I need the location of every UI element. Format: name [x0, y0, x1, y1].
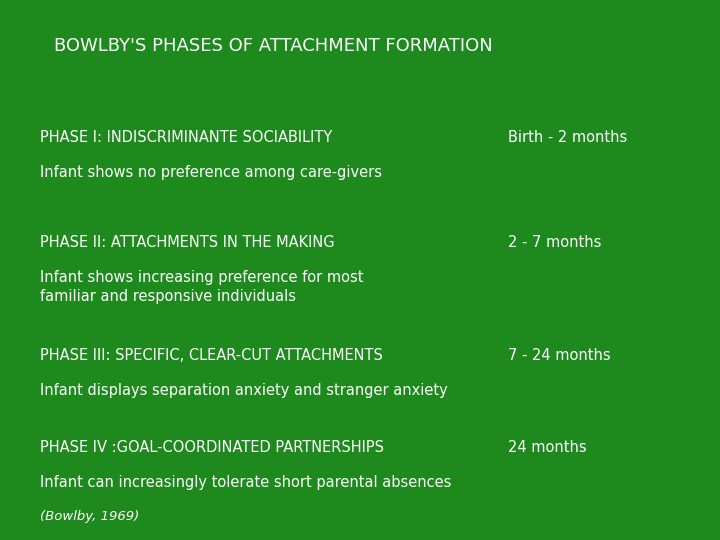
Text: PHASE III: SPECIFIC, CLEAR-CUT ATTACHMENTS: PHASE III: SPECIFIC, CLEAR-CUT ATTACHMEN…	[40, 348, 382, 363]
Text: 24 months: 24 months	[508, 440, 586, 455]
Text: PHASE IV :GOAL-COORDINATED PARTNERSHIPS: PHASE IV :GOAL-COORDINATED PARTNERSHIPS	[40, 440, 384, 455]
Text: Infant shows increasing preference for most
familiar and responsive individuals: Infant shows increasing preference for m…	[40, 270, 363, 303]
Text: Birth - 2 months: Birth - 2 months	[508, 130, 627, 145]
Text: PHASE II: ATTACHMENTS IN THE MAKING: PHASE II: ATTACHMENTS IN THE MAKING	[40, 235, 334, 250]
Text: Infant shows no preference among care-givers: Infant shows no preference among care-gi…	[40, 165, 382, 180]
Text: 2 - 7 months: 2 - 7 months	[508, 235, 601, 250]
Text: (Bowlby, 1969): (Bowlby, 1969)	[40, 510, 139, 523]
Text: PHASE I: INDISCRIMINANTE SOCIABILITY: PHASE I: INDISCRIMINANTE SOCIABILITY	[40, 130, 332, 145]
Text: Infant displays separation anxiety and stranger anxiety: Infant displays separation anxiety and s…	[40, 383, 447, 399]
Text: 7 - 24 months: 7 - 24 months	[508, 348, 611, 363]
Text: BOWLBY'S PHASES OF ATTACHMENT FORMATION: BOWLBY'S PHASES OF ATTACHMENT FORMATION	[54, 37, 492, 55]
Text: Infant can increasingly tolerate short parental absences: Infant can increasingly tolerate short p…	[40, 475, 451, 490]
